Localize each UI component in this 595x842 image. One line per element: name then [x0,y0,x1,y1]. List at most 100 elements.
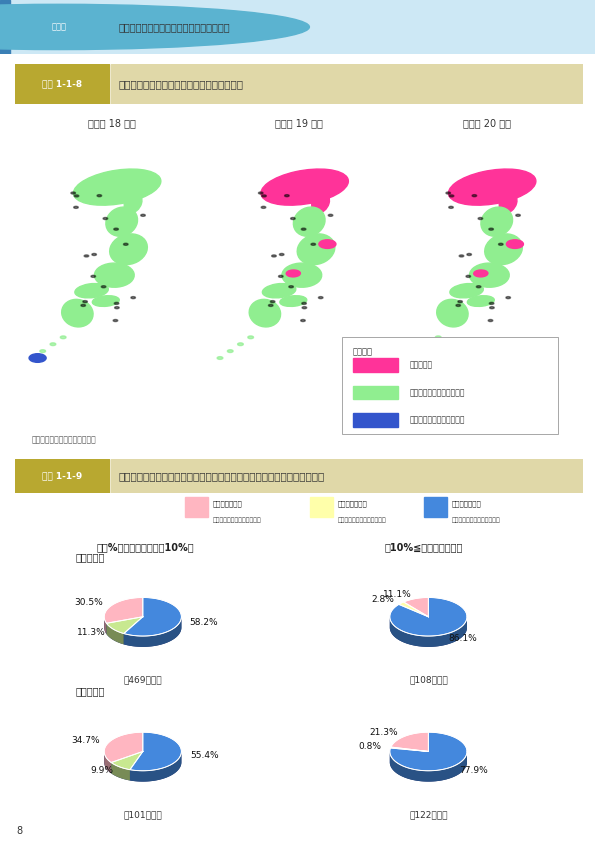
Text: 第１章: 第１章 [52,23,67,31]
Text: （101地点）: （101地点） [123,811,162,819]
Text: 図表 1-1-9: 図表 1-1-9 [42,472,82,480]
Text: 資料：国土交通省「地価公示」: 資料：国土交通省「地価公示」 [32,435,96,445]
Ellipse shape [478,217,483,220]
Ellipse shape [262,284,296,298]
Ellipse shape [516,214,521,216]
Ellipse shape [467,296,494,306]
Ellipse shape [75,284,108,298]
Ellipse shape [92,296,119,306]
Ellipse shape [97,195,102,197]
Ellipse shape [237,343,243,345]
Text: 図表 1-1-8: 図表 1-1-8 [42,80,82,88]
Ellipse shape [91,275,96,277]
Bar [111,64,583,104]
Ellipse shape [40,349,46,353]
Ellipse shape [280,253,284,255]
Bar [353,413,399,427]
Ellipse shape [449,206,453,208]
Circle shape [0,4,309,50]
Ellipse shape [141,214,145,216]
Ellipse shape [261,169,348,205]
Ellipse shape [103,217,108,220]
Ellipse shape [114,228,118,230]
Ellipse shape [289,285,293,288]
Polygon shape [390,598,467,636]
Ellipse shape [131,296,136,299]
Ellipse shape [101,285,106,288]
Ellipse shape [436,336,441,338]
Ellipse shape [261,206,266,208]
Ellipse shape [328,214,333,216]
Ellipse shape [293,207,325,237]
Polygon shape [104,616,181,647]
Ellipse shape [318,296,323,299]
Bar [353,386,399,399]
Ellipse shape [490,306,494,309]
Ellipse shape [466,275,471,277]
Text: 対前年上昇: 対前年上昇 [410,360,433,370]
Text: ：後半加速地点: ：後半加速地点 [212,500,242,507]
Text: 9.9%: 9.9% [90,766,114,775]
Text: 34.7%: 34.7% [71,736,100,745]
Text: （前半上昇率＝後半上昇率）: （前半上昇率＝後半上昇率） [337,518,386,523]
Ellipse shape [227,349,233,353]
Polygon shape [104,733,143,763]
Text: 21.3%: 21.3% [370,728,399,737]
Ellipse shape [449,169,536,205]
Ellipse shape [301,228,306,230]
Text: （122地点）: （122地点） [409,811,447,819]
Bar [111,459,583,493]
Bar [15,459,109,493]
Polygon shape [124,616,181,647]
Ellipse shape [217,357,223,360]
Text: 30.5%: 30.5% [74,599,104,607]
Polygon shape [403,598,428,616]
Bar [15,64,109,104]
Ellipse shape [81,304,86,306]
Ellipse shape [477,285,481,288]
Ellipse shape [84,255,89,257]
Text: 11.3%: 11.3% [77,628,106,637]
Ellipse shape [282,263,322,287]
Ellipse shape [29,354,46,362]
Text: 8: 8 [16,826,22,836]
Polygon shape [390,747,428,752]
Polygon shape [399,602,428,616]
Text: ：前後等速地点: ：前後等速地点 [337,500,367,507]
Text: ：後半減速地点: ：後半減速地点 [451,500,481,507]
Text: 77.9%: 77.9% [459,765,488,775]
Text: 【平成 18 年】: 【平成 18 年】 [87,118,136,128]
Ellipse shape [446,192,450,194]
Ellipse shape [311,243,315,245]
Ellipse shape [415,349,421,353]
Ellipse shape [124,243,128,245]
Polygon shape [111,752,143,770]
Ellipse shape [437,300,468,327]
Ellipse shape [74,195,79,197]
Ellipse shape [506,240,524,248]
Polygon shape [390,616,467,647]
Ellipse shape [109,234,148,264]
Text: 【０%＜対前年変動率＜10%】: 【０%＜対前年変動率＜10%】 [97,542,195,552]
Polygon shape [390,752,467,781]
Text: （469地点）: （469地点） [124,676,162,685]
Ellipse shape [456,304,461,306]
Text: 都道府県別変動率の３年間の推移（商業地）: 都道府県別変動率の３年間の推移（商業地） [119,79,244,89]
Ellipse shape [298,234,335,264]
Ellipse shape [262,195,267,197]
Ellipse shape [481,207,512,237]
Ellipse shape [115,306,119,309]
Bar [311,498,333,517]
Ellipse shape [284,195,289,197]
Ellipse shape [124,193,142,213]
Polygon shape [104,598,143,623]
Text: 【住宅地】: 【住宅地】 [75,552,105,562]
Ellipse shape [472,195,477,197]
Ellipse shape [405,357,411,360]
Polygon shape [104,752,181,781]
Bar [424,498,447,517]
Polygon shape [390,751,467,781]
Text: 11.1%: 11.1% [383,589,412,599]
Text: 0.8%: 0.8% [358,742,381,751]
Ellipse shape [459,255,464,257]
